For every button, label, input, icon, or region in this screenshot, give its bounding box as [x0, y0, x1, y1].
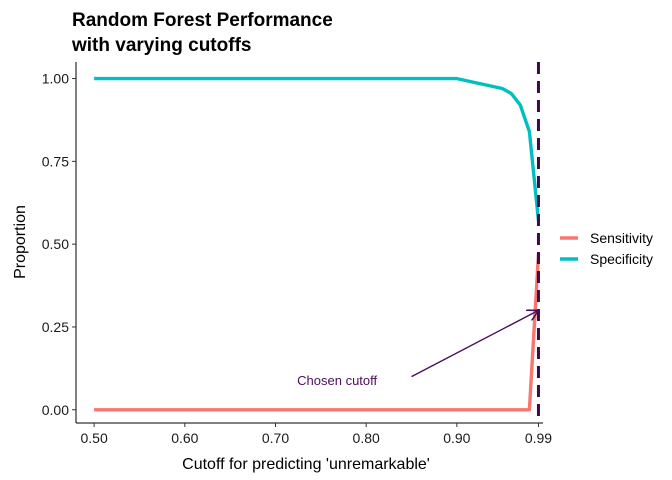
legend-label-sensitivity: Sensitivity [590, 230, 653, 246]
x-tick-label: 0.90 [443, 430, 470, 446]
y-tick-label: 0.25 [42, 319, 69, 335]
legend: Sensitivity Specificity [560, 230, 653, 267]
series-line-sensitivity [94, 254, 541, 412]
x-tick-label: 0.70 [262, 430, 289, 446]
annotation-arrow [411, 310, 539, 378]
x-axis-title: Cutoff for predicting 'unremarkable' [182, 456, 430, 473]
x-tick-label: 0.80 [353, 430, 380, 446]
x-tick-label: 0.60 [171, 430, 198, 446]
x-tick-label: 0.99 [525, 430, 552, 446]
chart-title: Random Forest Performance with varying c… [71, 10, 333, 56]
y-tick-label: 0.00 [42, 402, 69, 418]
annotation-text: Chosen cutoff [297, 373, 377, 388]
y-tick-label: 0.50 [42, 236, 69, 252]
x-tick-label: 0.50 [81, 430, 108, 446]
legend-label-specificity: Specificity [590, 251, 653, 267]
y-tick-label: 0.75 [42, 153, 69, 169]
y-tick-label: 1.00 [42, 71, 69, 87]
y-axis-title: Proportion [12, 205, 29, 279]
series-line-specificity [94, 76, 541, 222]
chart-title-line-2: with varying cutoffs [71, 35, 251, 56]
chart-title-line-1: Random Forest Performance [72, 10, 333, 31]
plot-area: 0.00 0.25 0.50 0.75 1.00 0.50 0.60 0.70 0.80 0.90… [42, 62, 552, 446]
